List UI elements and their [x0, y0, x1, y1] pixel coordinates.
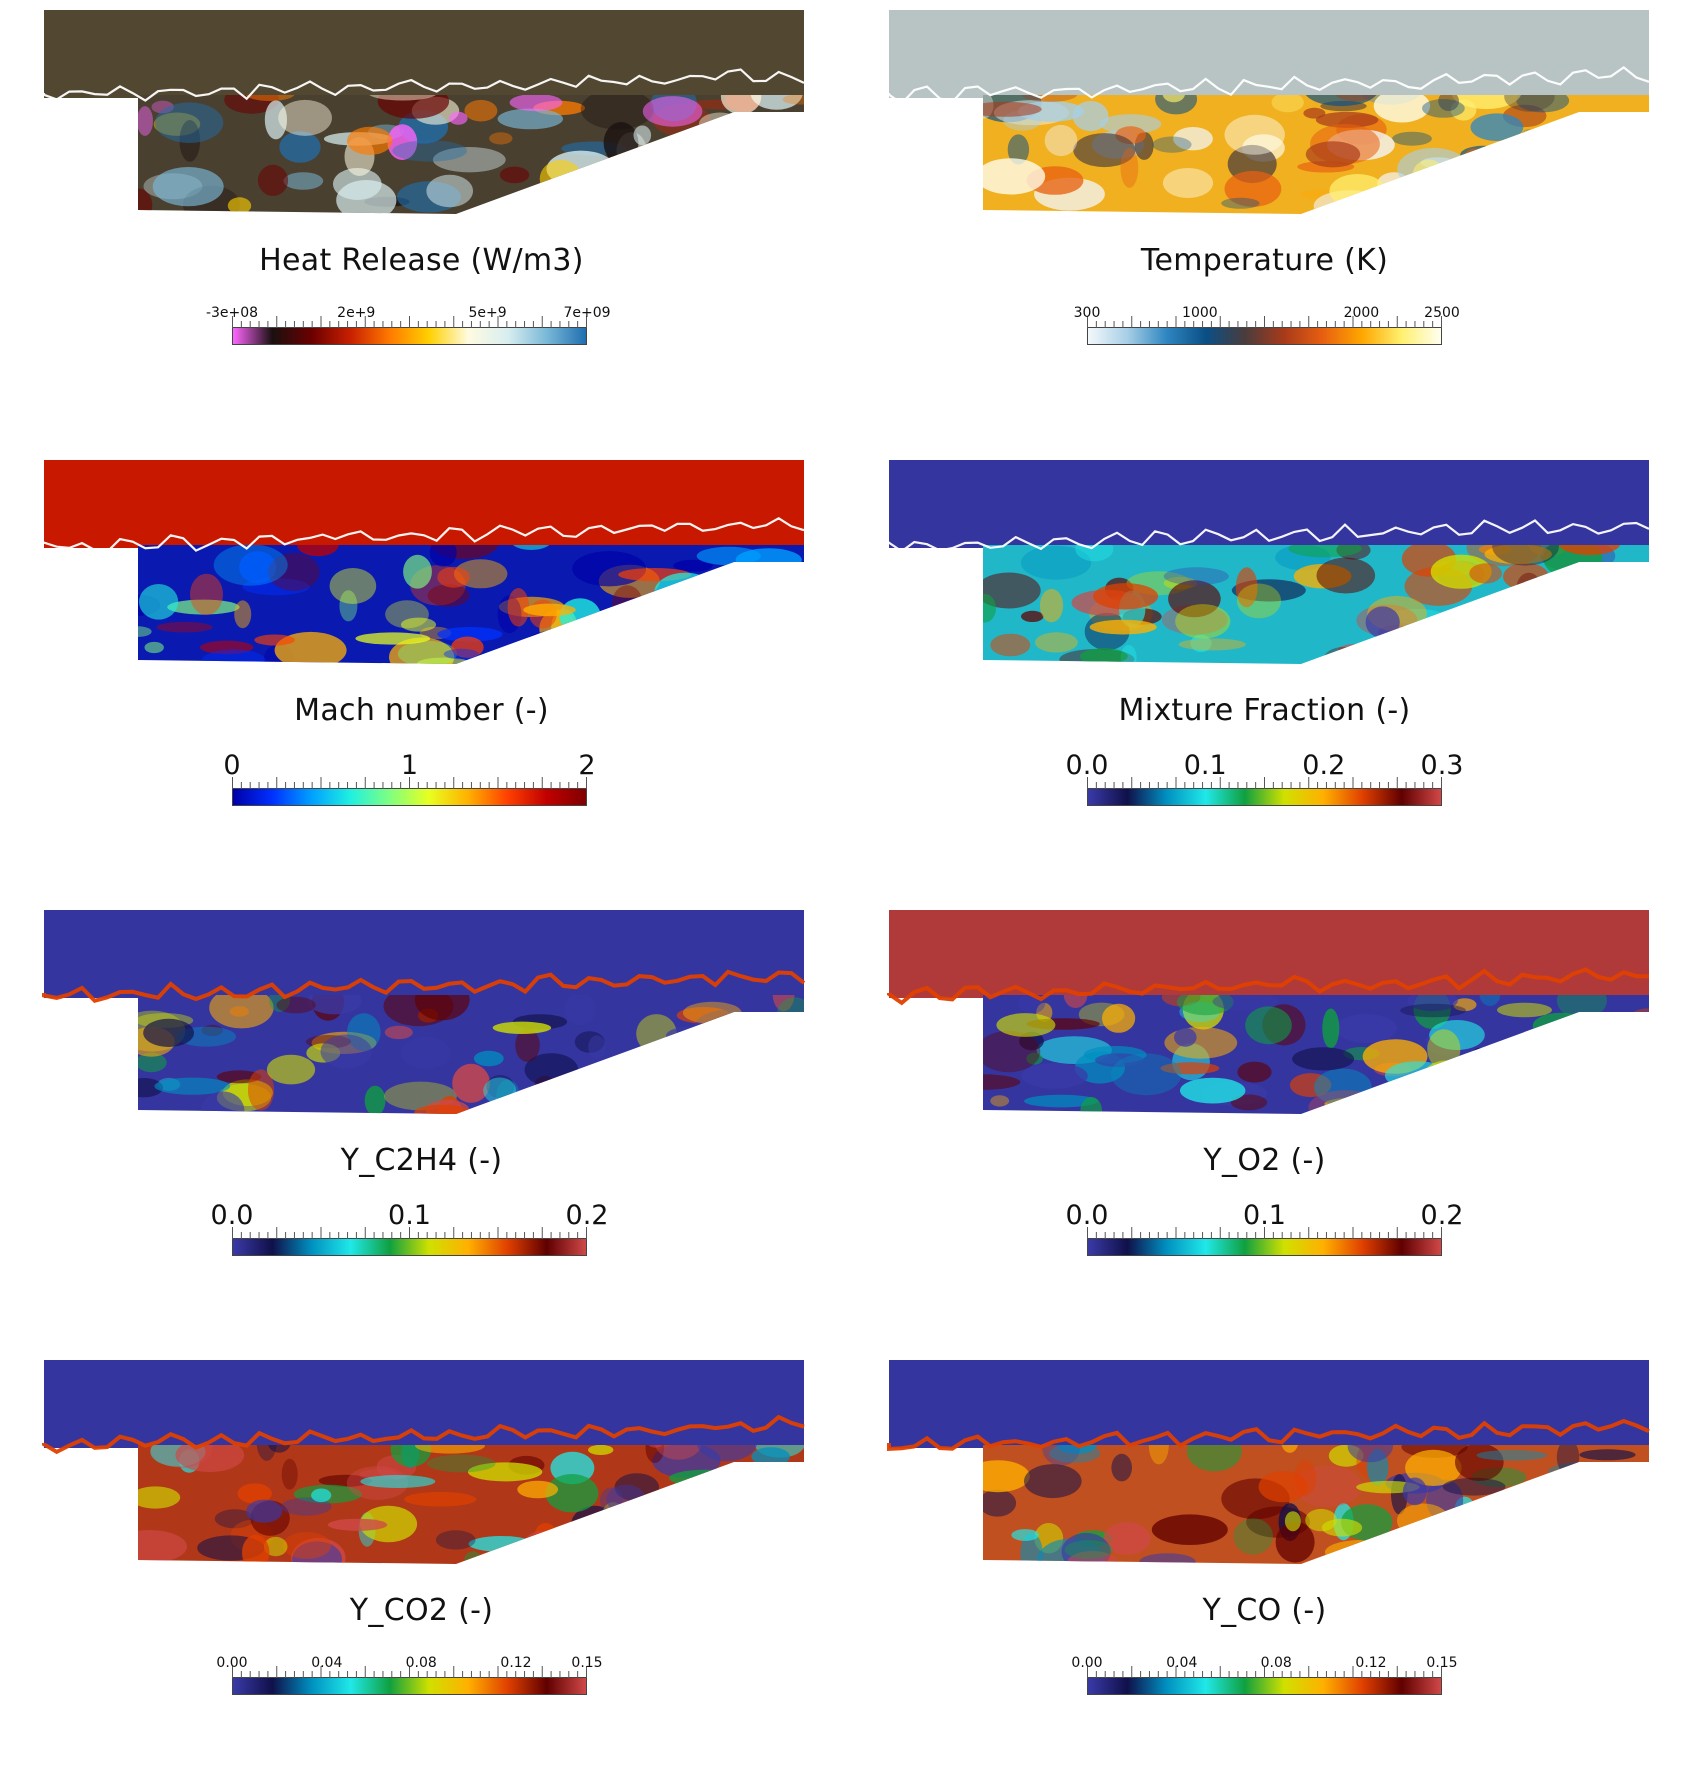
colorbar-tick-label: 0.2 [1420, 1200, 1464, 1231]
colorbar-tick-label: 0.0 [1065, 1200, 1109, 1231]
stoichiometric-contour-line [887, 519, 1650, 553]
heat-release-title: Heat Release (W/m3) [259, 243, 584, 278]
temperature-panel: Temperature (K) 300 1000 2000 2500 [843, 0, 1686, 430]
shear-layer [887, 967, 1650, 1006]
shear-layer [887, 1418, 1650, 1452]
mach-number-panel: Mach number (-) 0 1 2 [0, 450, 843, 880]
mach-number-field-plot [42, 460, 805, 664]
y-co2-colorbar: 0.00 0.04 0.08 0.12 0.15 [216, 1655, 603, 1715]
colorbar-tick-label: 0.0 [1065, 750, 1109, 781]
stoichiometric-contour-line [887, 66, 1650, 105]
heat-release-panel: Heat Release (W/m3) -3e+08 2e+9 5e+9 7e+09 [0, 0, 843, 430]
colorbar-tick-label: 0.2 [1302, 750, 1346, 781]
colorbar-tick-label: 0.00 [1071, 1655, 1103, 1671]
colorbar-tick-label: 0.12 [1355, 1655, 1387, 1671]
freestream-region [44, 910, 804, 998]
mixture-fraction-field-plot [887, 460, 1650, 664]
mach-number-title: Mach number (-) [294, 693, 549, 728]
colorbar-gradient [232, 1677, 587, 1695]
mixture-fraction-title: Mixture Fraction (-) [1118, 693, 1411, 728]
colorbar-gradient [1087, 1238, 1442, 1256]
colorbar-ticks [1087, 777, 1442, 789]
y-c2h4-field-plot [42, 910, 806, 1114]
colorbar-tick-label: 2500 [1424, 305, 1460, 321]
colorbar-tick-label: 0.1 [1183, 750, 1227, 781]
colorbar-tick-label: 0.0 [210, 1200, 254, 1231]
colorbar-tick-label: 0 [223, 750, 241, 781]
y-co2-field-plot [42, 1360, 805, 1564]
y-co-field-plot [887, 1360, 1650, 1564]
y-co-panel: Y_CO (-) 0.00 0.04 0.08 0.12 0.15 [843, 1350, 1686, 1780]
colorbar-ticks [232, 1227, 587, 1239]
colorbar-tick-label: -3e+08 [205, 305, 259, 321]
y-c2h4-title: Y_C2H4 (-) [340, 1143, 503, 1178]
y-o2-colorbar: 0.0 0.1 0.2 [1066, 1200, 1463, 1260]
heat-release-field-plot [42, 10, 805, 214]
colorbar-tick-label: 1 [400, 750, 419, 781]
colorbar-ticks [1087, 1227, 1442, 1239]
colorbar-tick-label: 300 [1073, 305, 1101, 321]
colorbar-tick-label: 0.04 [1166, 1655, 1198, 1671]
colorbar-gradient [232, 327, 587, 345]
colorbar-tick-label: 0.15 [1426, 1655, 1458, 1671]
heat-release-colorbar: -3e+08 2e+9 5e+9 7e+09 [206, 305, 611, 365]
colorbar-tick-label: 2 [578, 750, 596, 781]
y-o2-panel: Y_O2 (-) 0.0 0.1 0.2 [843, 900, 1686, 1330]
stoichiometric-contour-line [42, 68, 805, 102]
y-o2-title: Y_O2 (-) [1203, 1143, 1326, 1178]
colorbar-tick-label: 0.1 [388, 1200, 431, 1231]
colorbar-tick-label: 0.1 [1243, 1200, 1286, 1231]
colorbar-tick-label: 5e+9 [468, 305, 507, 321]
colorbar-tick-label: 1000 [1182, 305, 1218, 321]
colorbar-gradient [232, 788, 587, 806]
shear-layer [42, 1414, 805, 1455]
freestream-region [889, 10, 1649, 98]
freestream-region [44, 460, 804, 548]
colorbar-tick-label: 0.08 [1260, 1655, 1292, 1671]
colorbar-gradient [1087, 788, 1442, 806]
shear-layer [42, 969, 806, 1004]
colorbar-gradient [232, 1238, 587, 1256]
temperature-colorbar: 300 1000 2000 2500 [1074, 305, 1460, 365]
y-o2-field-plot [887, 910, 1650, 1114]
cavity-region [138, 995, 804, 1114]
y-co-title: Y_CO (-) [1202, 1593, 1327, 1628]
freestream-region [889, 460, 1649, 548]
mach-number-colorbar: 0 1 2 [223, 750, 596, 810]
colorbar-tick-label: 0.08 [405, 1655, 437, 1671]
y-co2-panel: Y_CO2 (-) 0.00 0.04 0.08 0.12 0.15 [0, 1350, 843, 1780]
stoichiometric-contour-line [42, 517, 805, 553]
colorbar-ticks [232, 777, 587, 789]
mixture-fraction-panel: Mixture Fraction (-) 0.0 0.1 0.2 0.3 [843, 450, 1686, 880]
freestream-region [44, 10, 804, 98]
colorbar-tick-label: 2000 [1343, 305, 1380, 321]
y-co-colorbar: 0.00 0.04 0.08 0.12 0.15 [1071, 1655, 1458, 1715]
colorbar-gradient [1087, 327, 1442, 345]
y-co2-title: Y_CO2 (-) [349, 1593, 494, 1628]
y-c2h4-colorbar: 0.0 0.1 0.2 [211, 1200, 608, 1260]
colorbar-tick-label: 0.15 [571, 1655, 603, 1671]
colorbar-tick-label: 0.12 [500, 1655, 532, 1671]
freestream-region [44, 1360, 804, 1448]
mixture-fraction-colorbar: 0.0 0.1 0.2 0.3 [1066, 750, 1463, 810]
freestream-region [889, 1360, 1649, 1448]
colorbar-ticks [232, 1666, 587, 1678]
temperature-title: Temperature (K) [1140, 243, 1389, 278]
y-c2h4-panel: Y_C2H4 (-) 0.0 0.1 0.2 [0, 900, 843, 1330]
temperature-field-plot [887, 10, 1650, 214]
colorbar-tick-label: 0.2 [565, 1200, 609, 1231]
colorbar-tick-label: 0.04 [311, 1655, 343, 1671]
colorbar-ticks [1087, 1666, 1442, 1678]
colorbar-tick-label: 0.3 [1420, 750, 1464, 781]
colorbar-ticks [232, 316, 587, 328]
colorbar-tick-label: 2e+9 [337, 305, 376, 321]
colorbar-tick-label: 0.00 [216, 1655, 248, 1671]
colorbar-ticks [1087, 316, 1442, 328]
colorbar-tick-label: 7e+09 [563, 305, 611, 321]
colorbar-gradient [1087, 1677, 1442, 1695]
